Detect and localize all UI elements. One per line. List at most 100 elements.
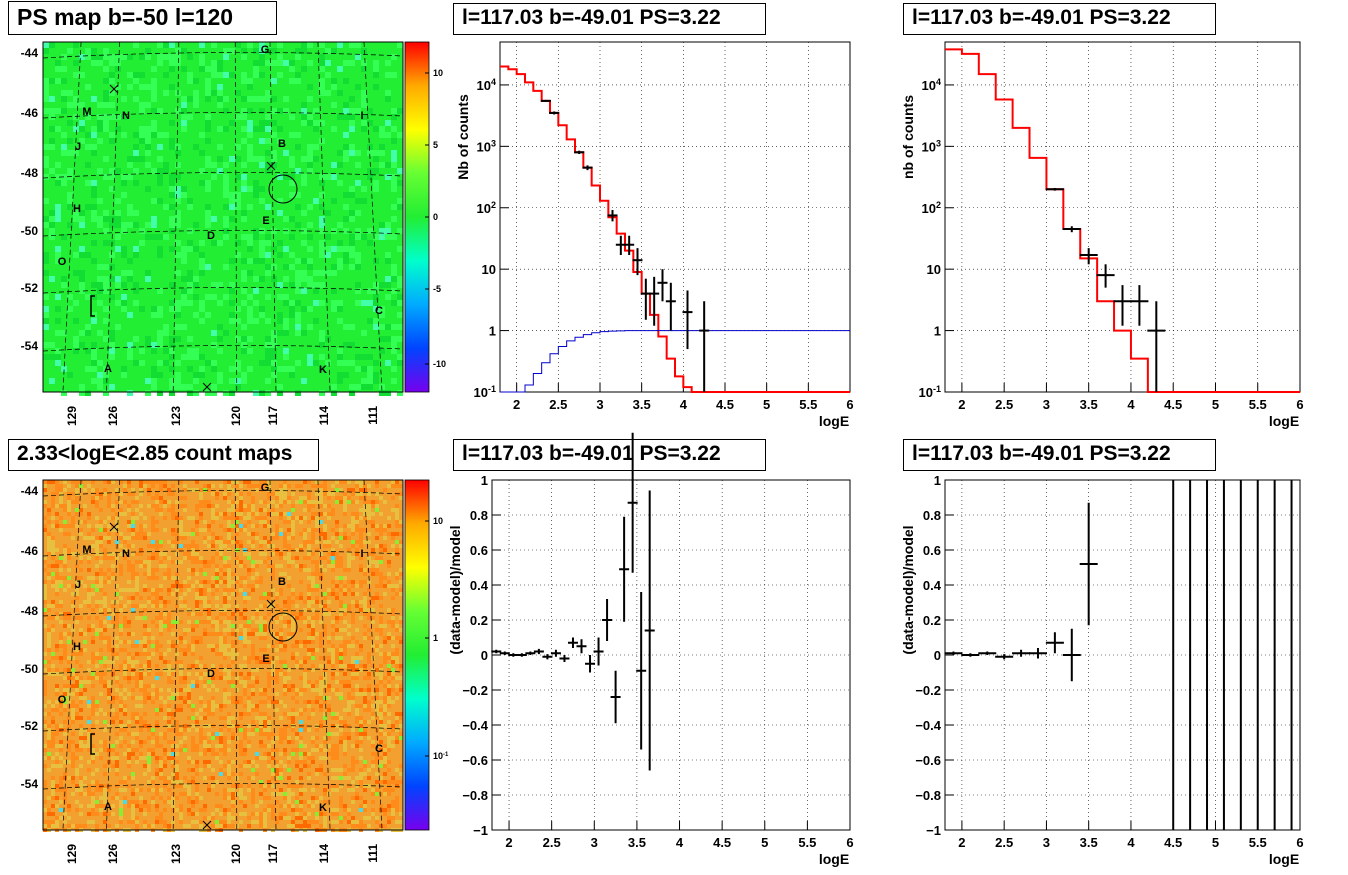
ps-map-pixel	[43, 270, 49, 276]
ps-map-pixel	[301, 378, 307, 384]
count-map-pixel	[151, 728, 155, 732]
count-map-pixel	[123, 776, 127, 780]
ps-map-pixel	[253, 276, 259, 282]
count-map-pixel	[299, 720, 303, 724]
count-map-pixel	[243, 688, 247, 692]
count-map-pixel	[119, 564, 123, 568]
count-map-pixel	[55, 576, 59, 580]
count-map-pixel	[91, 628, 95, 632]
count-map-pixel	[195, 620, 199, 624]
count-map-pixel	[103, 796, 107, 800]
count-map-pixel	[87, 704, 91, 708]
count-map-pixel	[167, 640, 171, 644]
count-map-pixel	[223, 528, 227, 532]
count-map-pixel	[107, 568, 111, 572]
count-map-pixel	[115, 492, 119, 496]
count-map-pixel	[387, 584, 391, 588]
count-map-pixel	[231, 540, 235, 544]
count-map-pixel	[291, 528, 295, 532]
ps-map-pixel	[259, 252, 265, 258]
ps-map-pixel	[163, 42, 169, 48]
count-map-pixel	[267, 716, 271, 720]
count-map-pixel	[355, 484, 359, 488]
count-map-pixel	[87, 596, 91, 600]
count-map-pixel	[287, 636, 291, 640]
count-map-pixel	[63, 588, 67, 592]
count-map-pixel	[47, 616, 51, 620]
count-map-pixel	[307, 652, 311, 656]
ps-map-pixel	[97, 360, 103, 366]
count-map-pixel	[171, 624, 175, 628]
count-map-pixel	[79, 652, 83, 656]
count-map-pixel	[231, 516, 235, 520]
ps-map-pixel	[205, 216, 211, 222]
count-map-pixel	[231, 572, 235, 576]
count-map-pixel	[331, 656, 335, 660]
count-map-pixel	[395, 524, 399, 528]
count-map-pixel	[155, 708, 159, 712]
count-map-pixel	[79, 696, 83, 700]
count-map-pixel	[359, 532, 363, 536]
count-map-pixel	[107, 492, 111, 496]
count-map-pixel	[367, 552, 371, 556]
ps-map-pixel	[109, 102, 115, 108]
ps-map-pixel	[331, 270, 337, 276]
ps-map-pixel	[277, 108, 283, 114]
count-map-pixel	[83, 584, 87, 588]
count-map-pixel	[363, 512, 367, 516]
ps-map-pixel	[121, 192, 127, 198]
ps-map-colorbar-tick: 10	[433, 68, 443, 78]
ps-map-pixel	[109, 114, 115, 120]
ps-map-pixel	[301, 114, 307, 120]
ps-map-pixel	[283, 216, 289, 222]
ps-map-pixel	[397, 246, 403, 252]
ps-map-pixel	[127, 222, 133, 228]
count-map-pixel	[47, 768, 51, 772]
count-map-pixel	[251, 496, 255, 500]
count-map-pixel	[239, 504, 243, 508]
count-map-pixel	[95, 536, 99, 540]
count-map-pixel	[91, 820, 95, 824]
ps-map-pixel	[103, 390, 109, 396]
ps-map-pixel	[223, 192, 229, 198]
ps-map-pixel	[373, 150, 379, 156]
ps-map-pixel	[97, 114, 103, 120]
count-map-pixel	[47, 628, 51, 632]
count-map-pixel	[75, 688, 79, 692]
count-map-pixel	[351, 788, 355, 792]
count-map-pixel	[387, 720, 391, 724]
count-map-pixel	[383, 712, 387, 716]
count-map-pixel	[167, 672, 171, 676]
ps-map-pixel	[277, 54, 283, 60]
count-map-pixel	[155, 616, 159, 620]
count-map-pixel	[287, 792, 291, 796]
ps-map-pixel	[145, 150, 151, 156]
ps-map-pixel	[127, 390, 133, 396]
count-map-pixel	[71, 780, 75, 784]
count-map-pixel	[171, 644, 175, 648]
ps-map-pixel	[265, 336, 271, 342]
count-map-pixel	[227, 700, 231, 704]
ps-map-pixel	[61, 150, 67, 156]
count-map-pixel	[367, 500, 371, 504]
count-map-pixel	[199, 700, 203, 704]
count-map-pixel	[311, 632, 315, 636]
count-map-pixel	[315, 520, 319, 524]
ps-map-pixel	[169, 300, 175, 306]
count-map-pixel	[275, 536, 279, 540]
count-map-pixel	[371, 696, 375, 700]
ps-map-pixel	[211, 240, 217, 246]
count-map-pixel	[175, 660, 179, 664]
count-map-pixel	[231, 652, 235, 656]
count-map-pixel	[223, 820, 227, 824]
ps-map-pixel	[337, 114, 343, 120]
count-map-pixel	[167, 824, 171, 828]
ps-map-pixel	[277, 42, 283, 48]
count-map-pixel	[71, 500, 75, 504]
count-map-pixel	[51, 764, 55, 768]
count-map-pixel	[79, 484, 83, 488]
count-map-pixel	[187, 532, 191, 536]
count-map-pixel	[135, 756, 139, 760]
count-map-pixel	[43, 612, 47, 616]
count-map-pixel	[131, 740, 135, 744]
